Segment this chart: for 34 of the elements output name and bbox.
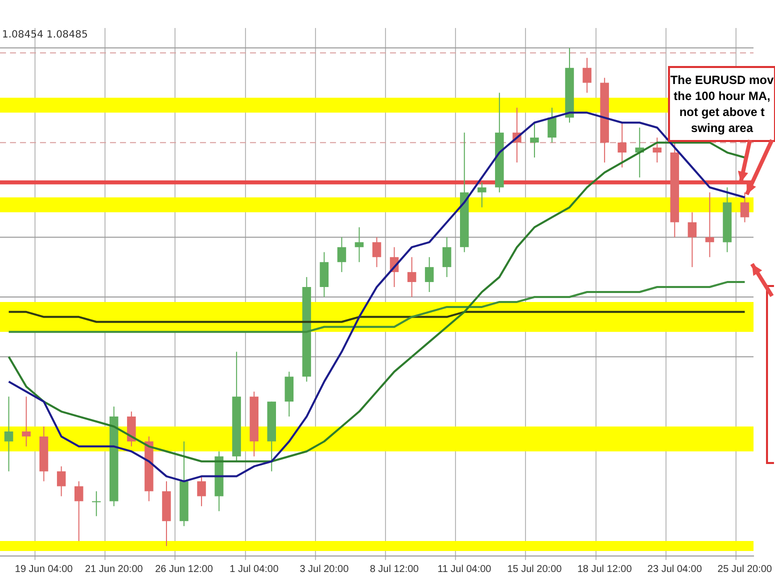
candlestick [74,480,84,542]
x-tick-label: 19 Jun 04:00 [14,564,74,575]
x-tick-label: 11 Jul 04:00 [438,564,492,575]
candlestick [92,490,101,517]
x-tick-label: 23 Jul 04:00 [647,564,702,575]
candlestick [197,476,206,507]
candlestick [548,107,556,144]
candlestick [354,226,364,263]
candlestick [407,256,416,298]
text: 1.08454 1.08485 [2,30,88,41]
x-tick-label: 1 Jul 04:00 [230,564,279,575]
candlestick [372,236,382,268]
x-tick-label: 18 Jul 12:00 [577,564,632,575]
candlestick [337,236,346,273]
x-tick-label: 3 Jul 20:00 [300,564,350,575]
candlestick [530,122,539,158]
x-tick-label: 15 Jul 20:00 [507,564,562,575]
candlestick [705,192,714,258]
candlestick [442,236,452,278]
candlestick [56,466,66,497]
candlestick [4,396,14,472]
x-tick-label: 21 Jun 20:00 [84,564,144,575]
candlestick [688,212,697,268]
candlestick [22,396,31,447]
x-tick-label: 8 Jul 12:00 [370,564,420,575]
candlestick [582,57,592,94]
candlestick [424,256,434,292]
candlestick [618,122,626,168]
candlestick [740,192,750,223]
candlestick [652,137,662,163]
x-tick-label: 26 Jun 12:00 [155,564,214,575]
candlestick [478,182,486,208]
annotation: The EURUSD mov the 100 hour MA, not get above t swing area [668,66,775,142]
x-tick-label: 25 Jul 20:00 [718,564,772,575]
